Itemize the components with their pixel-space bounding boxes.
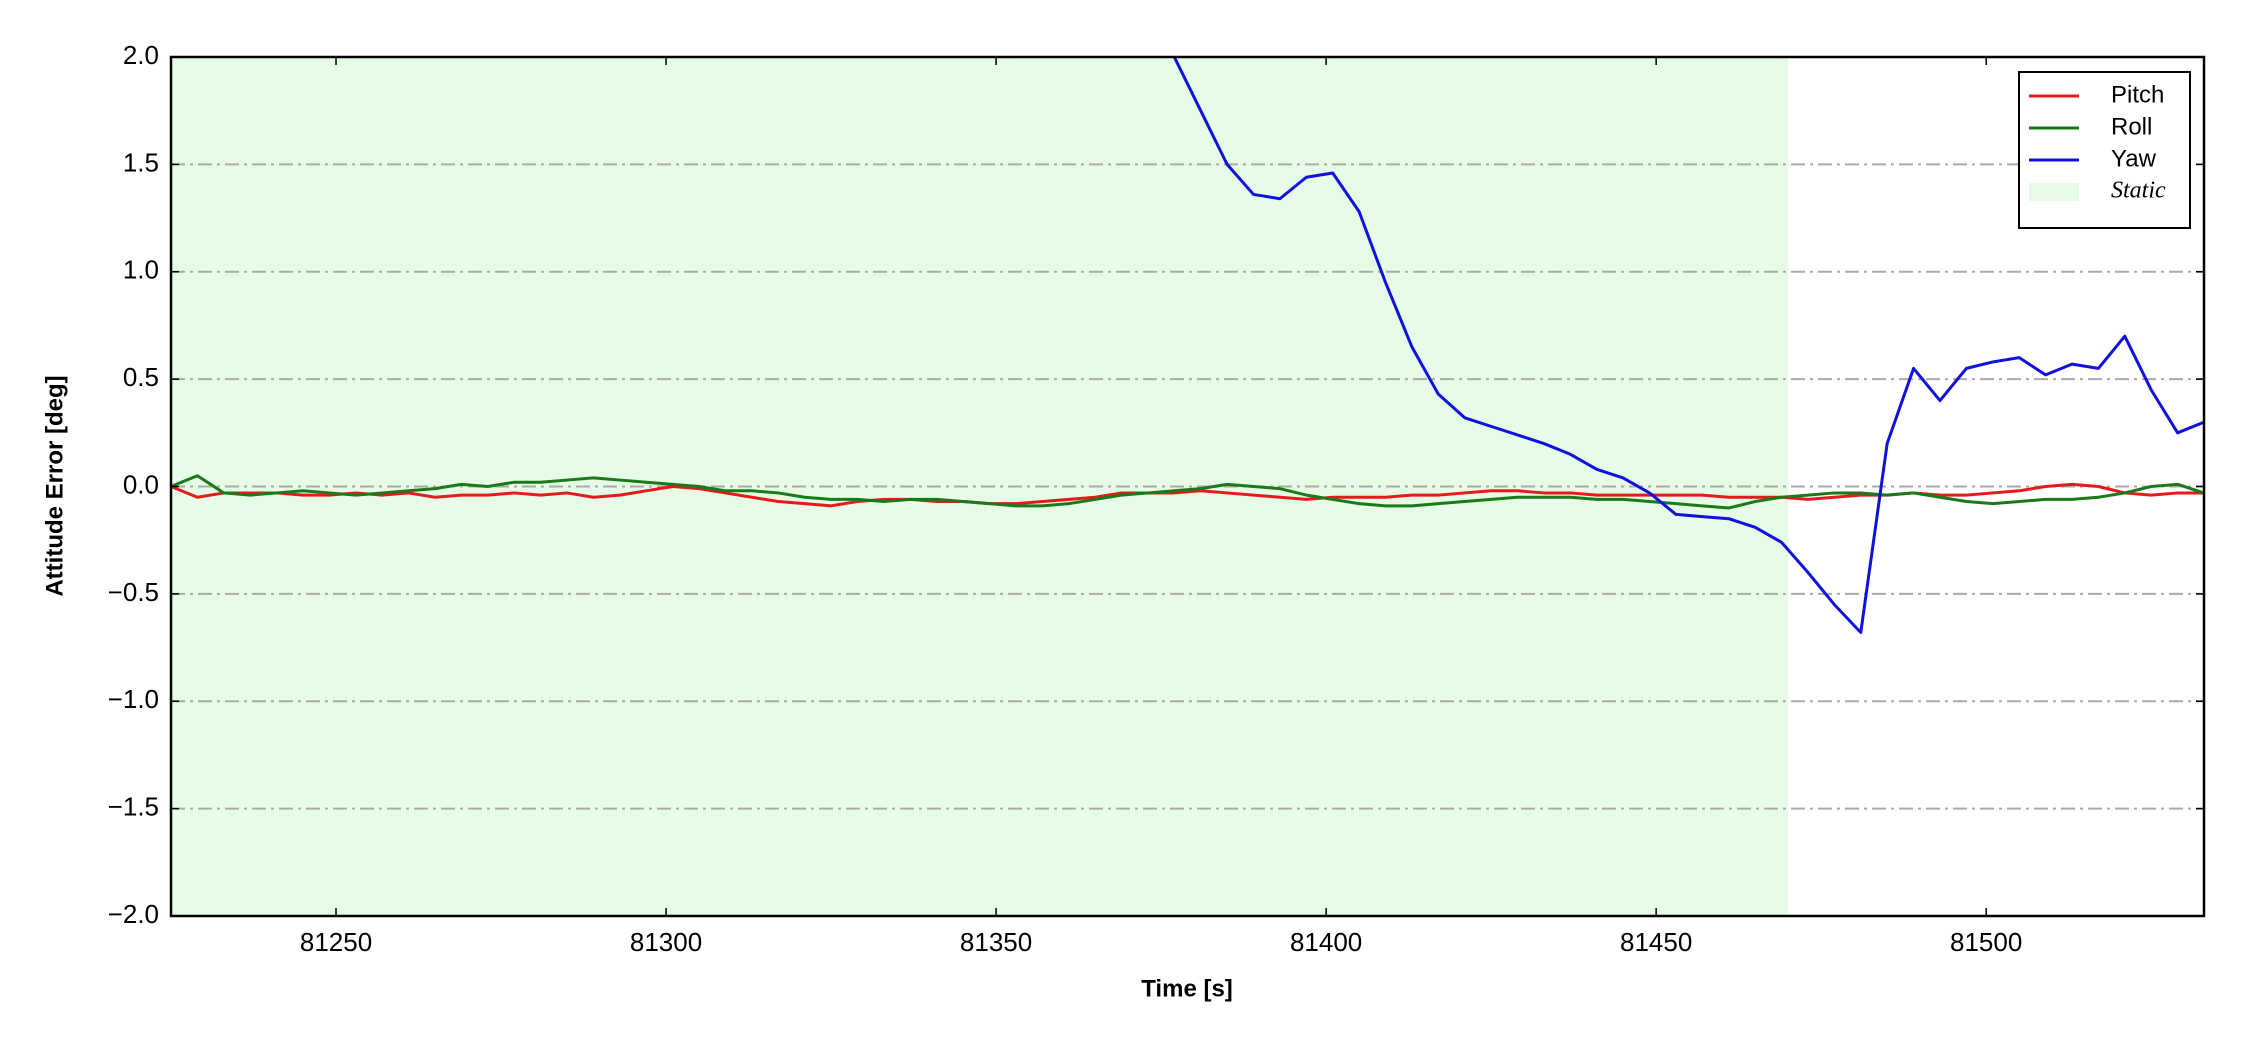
- legend-label: Yaw: [2111, 145, 2157, 172]
- series-line: [171, 482, 2204, 508]
- x-axis-label: Time [s]: [1141, 975, 1233, 1002]
- series-line: [1172, 57, 2204, 635]
- x-tick-label: 81350: [960, 927, 1032, 957]
- x-tick-label: 81450: [1620, 927, 1692, 957]
- shaded-region: [171, 57, 1789, 916]
- y-tick-label: −2.0: [108, 899, 159, 929]
- series-line: [171, 474, 2204, 510]
- legend-box: [2018, 71, 2191, 229]
- legend-label: Roll: [2111, 113, 2152, 140]
- legend-swatch: [2029, 183, 2079, 201]
- y-tick-label: 2.0: [123, 40, 159, 70]
- y-axis-label: Attitude Error [deg]: [41, 375, 68, 596]
- x-tick-label: 81250: [300, 927, 372, 957]
- y-tick-label: 1.0: [123, 255, 159, 285]
- y-tick-label: 0.5: [123, 362, 159, 392]
- plot-area: [171, 57, 2204, 916]
- legend-label: Static: [2111, 178, 2166, 204]
- y-tick-label: −1.5: [108, 792, 159, 822]
- x-tick-label: 81300: [630, 927, 702, 957]
- plot-frame: [169, 55, 2206, 918]
- x-tick-label: 81500: [1950, 927, 2022, 957]
- y-tick-label: −0.5: [108, 577, 159, 607]
- legend-label: Pitch: [2111, 81, 2164, 108]
- y-tick-label: −1.0: [108, 684, 159, 714]
- y-tick-label: 0.0: [123, 469, 159, 499]
- x-tick-label: 81400: [1290, 927, 1362, 957]
- y-tick-label: 1.5: [123, 147, 159, 177]
